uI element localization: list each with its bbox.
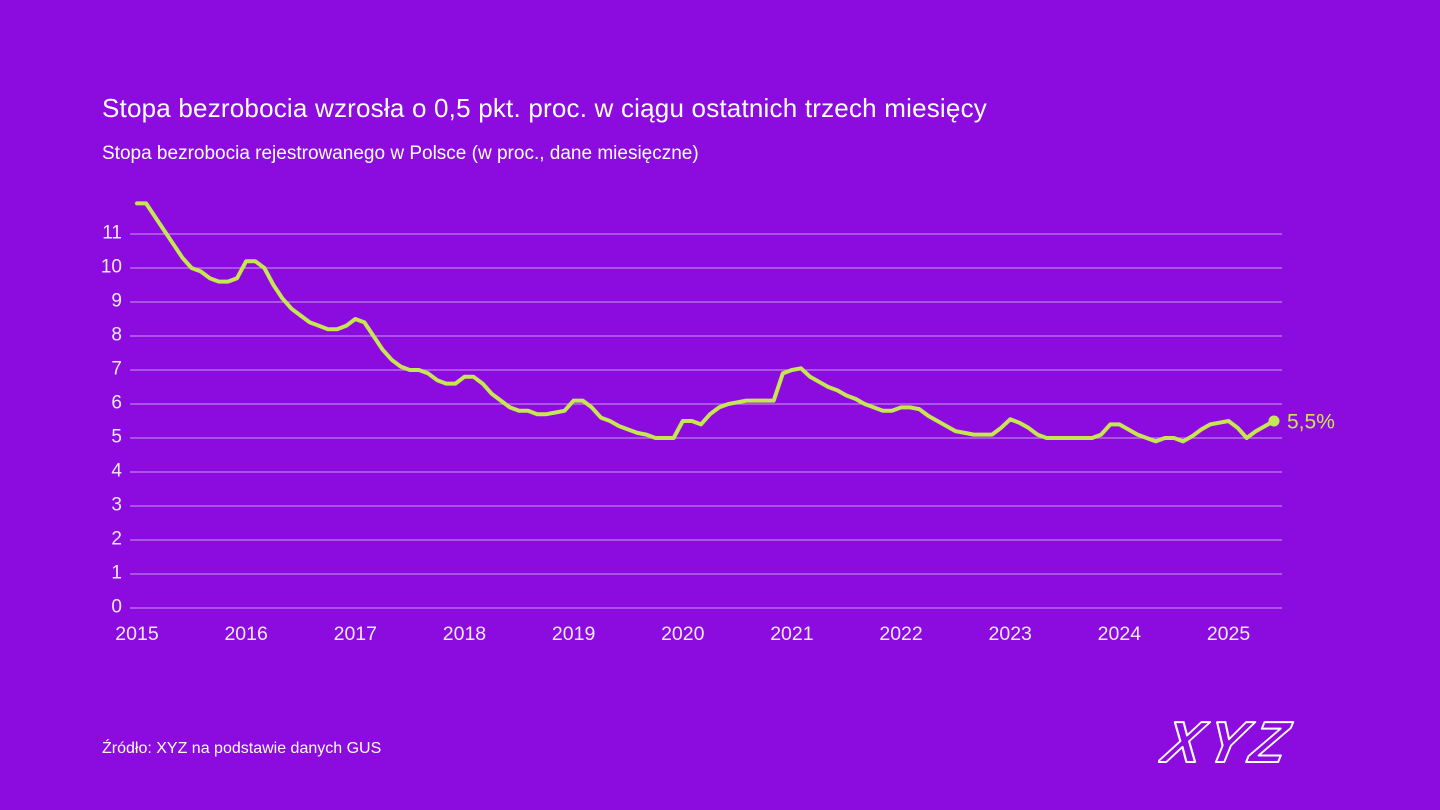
y-axis-tick-label: 3 [111, 495, 122, 516]
end-value-label: 5,5% [1287, 411, 1335, 434]
x-axis-tick-label: 2019 [552, 623, 595, 645]
y-axis-tick-label: 1 [111, 563, 122, 584]
unemployment-line [135, 201, 1276, 444]
x-axis-tick-label: 2018 [443, 623, 486, 645]
y-axis-tick-label: 4 [111, 461, 122, 482]
y-axis-tick-label: 0 [111, 597, 122, 618]
x-axis-tick-label: 2024 [1098, 623, 1142, 645]
source-note: Źródło: XYZ na podstawie danych GUS [102, 740, 382, 757]
y-axis-tick-label: 7 [111, 359, 122, 380]
xyz-logo: XYZ [1158, 710, 1300, 776]
x-axis-tick-label: 2016 [224, 623, 267, 645]
x-axis-tick-label: 2017 [334, 623, 377, 645]
y-axis-tick-label: 8 [111, 325, 122, 346]
chart-title: Stopa bezrobocia wzrosła o 0,5 pkt. proc… [102, 93, 987, 124]
x-axis-tick-label: 2023 [989, 623, 1032, 645]
xyz-logo-text: XYZ [1158, 711, 1299, 775]
y-axis-tick-label: 5 [111, 427, 122, 448]
y-axis-tick-label: 2 [111, 529, 122, 550]
x-axis-tick-label: 2022 [879, 623, 922, 645]
chart-subtitle: Stopa bezrobocia rejestrowanego w Polsce… [102, 142, 699, 164]
y-axis-tick-label: 10 [101, 257, 122, 278]
x-axis-tick-label: 2021 [770, 623, 813, 645]
x-axis-tick-label: 2025 [1207, 623, 1251, 645]
x-axis-tick-label: 2015 [115, 623, 159, 645]
x-axis-tick-label: 2020 [661, 623, 705, 645]
y-axis-tick-label: 6 [111, 393, 122, 414]
y-axis-tick-label: 11 [102, 223, 122, 244]
y-axis-tick-label: 9 [111, 291, 122, 312]
end-point-dot [1268, 415, 1280, 427]
